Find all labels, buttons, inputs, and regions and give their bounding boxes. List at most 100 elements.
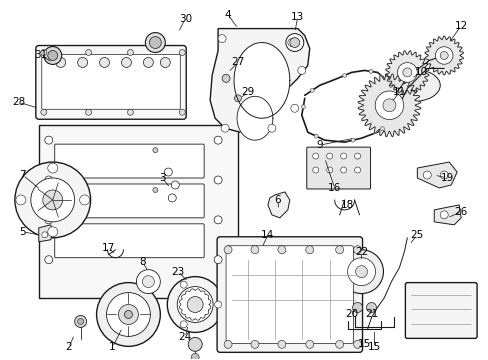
Circle shape <box>218 35 225 42</box>
Text: 8: 8 <box>139 257 145 267</box>
Circle shape <box>167 276 223 332</box>
Circle shape <box>143 58 153 67</box>
Circle shape <box>287 39 295 46</box>
Circle shape <box>85 50 91 55</box>
FancyBboxPatch shape <box>55 144 203 178</box>
Circle shape <box>353 246 361 254</box>
Circle shape <box>214 301 221 308</box>
Circle shape <box>312 153 318 159</box>
Circle shape <box>41 232 48 238</box>
Circle shape <box>368 69 372 73</box>
Polygon shape <box>234 42 289 118</box>
Circle shape <box>118 305 138 324</box>
FancyBboxPatch shape <box>55 184 203 218</box>
Circle shape <box>179 109 185 115</box>
Text: 17: 17 <box>102 243 115 253</box>
Circle shape <box>285 33 303 51</box>
Ellipse shape <box>387 69 439 101</box>
Text: 6: 6 <box>274 195 281 205</box>
Circle shape <box>78 58 87 67</box>
Circle shape <box>142 276 154 288</box>
Circle shape <box>48 227 58 237</box>
Polygon shape <box>237 96 272 140</box>
Circle shape <box>340 153 346 159</box>
Text: 29: 29 <box>241 87 254 97</box>
Text: 3: 3 <box>159 173 165 183</box>
Text: 23: 23 <box>171 267 184 276</box>
Circle shape <box>121 58 131 67</box>
Circle shape <box>164 168 172 176</box>
Circle shape <box>179 50 185 55</box>
Text: 15: 15 <box>357 339 370 349</box>
Circle shape <box>309 88 314 92</box>
Text: 15: 15 <box>367 342 380 352</box>
Circle shape <box>335 340 343 348</box>
Circle shape <box>393 107 397 111</box>
Circle shape <box>382 99 395 112</box>
Circle shape <box>153 148 158 153</box>
Circle shape <box>106 293 150 336</box>
Polygon shape <box>385 51 428 94</box>
Text: 11: 11 <box>392 87 405 97</box>
Circle shape <box>180 281 187 288</box>
FancyBboxPatch shape <box>41 54 180 109</box>
Circle shape <box>374 91 403 120</box>
Circle shape <box>423 171 430 179</box>
FancyBboxPatch shape <box>306 147 370 189</box>
Text: 30: 30 <box>178 14 191 24</box>
Circle shape <box>41 109 47 115</box>
Circle shape <box>45 136 53 144</box>
Circle shape <box>180 321 187 328</box>
Text: 12: 12 <box>454 21 467 31</box>
FancyBboxPatch shape <box>217 237 362 352</box>
Circle shape <box>188 337 202 351</box>
Circle shape <box>350 138 354 142</box>
Circle shape <box>41 50 47 55</box>
Text: 1: 1 <box>109 342 116 352</box>
Text: 5: 5 <box>20 227 26 237</box>
Circle shape <box>171 181 179 189</box>
Text: 21: 21 <box>364 310 377 319</box>
Circle shape <box>435 47 452 64</box>
Circle shape <box>45 256 53 264</box>
Circle shape <box>96 283 160 346</box>
Text: 20: 20 <box>345 310 357 319</box>
Text: 22: 22 <box>354 247 367 257</box>
Circle shape <box>224 246 232 254</box>
Circle shape <box>289 37 299 48</box>
Circle shape <box>366 302 376 312</box>
Circle shape <box>56 58 65 67</box>
Text: 2: 2 <box>65 342 72 352</box>
Circle shape <box>326 167 332 173</box>
Circle shape <box>352 302 362 312</box>
Circle shape <box>214 256 222 264</box>
Text: 18: 18 <box>340 200 353 210</box>
Circle shape <box>45 176 53 184</box>
Text: 28: 28 <box>12 97 25 107</box>
Text: 26: 26 <box>454 207 467 217</box>
Polygon shape <box>39 225 53 242</box>
Circle shape <box>439 51 447 59</box>
Circle shape <box>31 178 75 222</box>
Polygon shape <box>210 28 309 132</box>
Circle shape <box>145 32 165 53</box>
Circle shape <box>127 109 133 115</box>
Polygon shape <box>357 74 420 137</box>
Circle shape <box>250 340 259 348</box>
Circle shape <box>297 67 305 75</box>
Circle shape <box>342 73 346 77</box>
Circle shape <box>75 315 86 328</box>
Circle shape <box>45 216 53 224</box>
Text: 14: 14 <box>261 230 274 240</box>
Circle shape <box>214 176 222 184</box>
Circle shape <box>305 246 313 254</box>
Circle shape <box>339 250 383 293</box>
Circle shape <box>355 266 367 278</box>
Circle shape <box>100 58 109 67</box>
Circle shape <box>48 163 58 173</box>
Circle shape <box>277 246 285 254</box>
Circle shape <box>214 216 222 224</box>
Circle shape <box>301 105 305 109</box>
Circle shape <box>326 153 332 159</box>
Polygon shape <box>424 36 463 75</box>
